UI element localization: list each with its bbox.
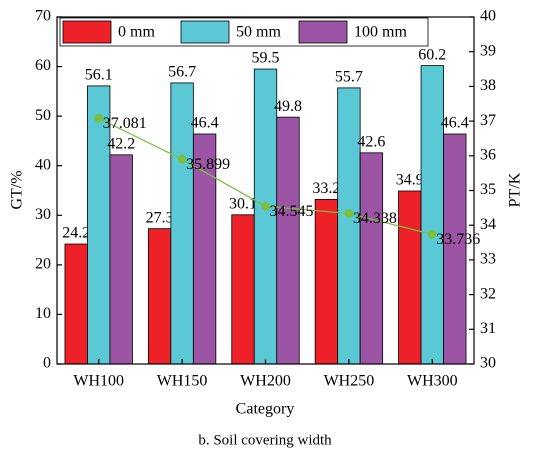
data-label: 33.2 [312,180,340,197]
line-point [344,208,354,218]
data-label: 34.545 [270,203,314,220]
y2-tick-label: 39 [480,42,496,59]
x-axis-title: Category [236,401,295,418]
caption: b. Soil covering width [198,432,332,448]
line-point [427,229,437,239]
y-tick-label: 10 [35,305,51,322]
legend-box [59,17,429,47]
data-label: 46.4 [191,115,219,132]
data-label: 56.7 [168,64,196,81]
y2-tick-label: 34 [480,216,496,233]
data-label: 34.338 [353,210,397,227]
data-label: 30.1 [229,195,257,212]
bar [314,199,339,365]
bar [231,214,255,365]
data-label: 42.2 [107,135,135,152]
data-label: 42.6 [357,133,385,150]
bar [443,133,467,365]
y-tick-label: 20 [35,256,51,273]
y-tick-label: 0 [43,355,51,372]
bar [420,65,444,365]
y-tick-label: 70 [35,8,51,25]
y2-tick-label: 32 [480,285,496,302]
y2-tick-label: 36 [480,146,496,163]
y2-tick-label: 30 [480,355,496,372]
y2-tick-label: 37 [480,112,496,129]
y2-axis-title: PT/K [507,172,524,207]
bar [64,243,88,365]
y-tick-label: 50 [35,107,51,124]
bar [109,154,133,365]
bar [276,116,300,365]
line-point [94,113,104,123]
bar [147,228,172,365]
legend-label: 50 mm [236,24,281,41]
data-label: 35.899 [186,156,230,173]
y2-tick-label: 40 [480,8,496,25]
y-tick-label: 30 [35,206,51,223]
data-label: 34.9 [396,172,424,189]
x-tick-label: WH300 [407,373,458,390]
data-label: 56.1 [85,67,113,84]
data-label: 37.081 [103,115,147,132]
y2-tick-label: 38 [480,77,496,94]
x-tick-label: WH150 [157,373,208,390]
x-tick-label: WH100 [73,373,124,390]
x-tick-label: WH250 [324,373,375,390]
bar [359,152,384,365]
data-label: 60.2 [418,46,446,63]
data-label: 46.4 [441,115,469,132]
data-label: 27.3 [146,209,174,226]
legend-label: 0 mm [118,24,155,41]
data-label: 33.736 [436,231,480,248]
data-label: 49.8 [274,98,302,115]
legend-swatch [298,20,348,44]
line-point [177,154,187,164]
data-label: 55.7 [335,69,363,86]
y-tick-label: 40 [35,156,51,173]
data-label: 24.2 [62,225,90,242]
legend-swatch [180,20,230,44]
y2-tick-label: 31 [480,320,496,337]
legend-swatch [62,20,112,44]
legend-label: 100 mm [354,24,407,41]
data-label: 59.5 [252,50,280,67]
line-point [261,201,270,211]
y-axis-title: GT/% [9,170,26,209]
y2-tick-label: 33 [480,251,496,268]
y2-tick-label: 35 [480,181,496,198]
y-tick-label: 60 [35,57,51,74]
x-tick-label: WH200 [240,373,291,390]
bar [398,190,422,365]
